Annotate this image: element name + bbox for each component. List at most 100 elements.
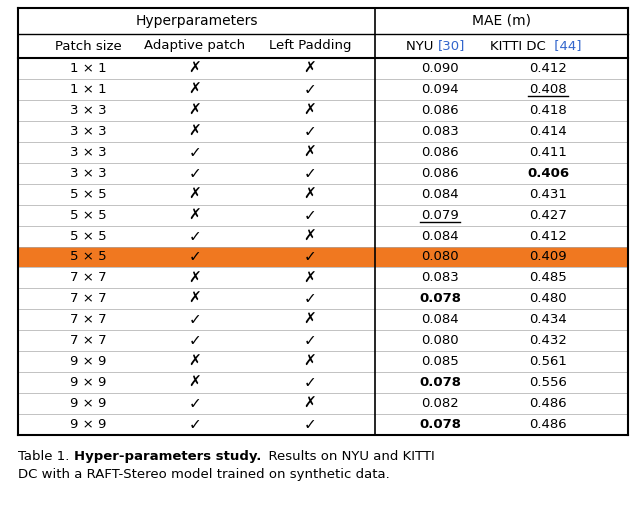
Text: 0.556: 0.556: [529, 376, 567, 389]
Text: Hyperparameters: Hyperparameters: [135, 14, 258, 28]
Text: 0.409: 0.409: [529, 250, 567, 264]
Text: ✗: ✗: [303, 312, 316, 327]
Text: [30]: [30]: [438, 40, 465, 52]
Text: Patch size: Patch size: [54, 40, 122, 52]
Text: Adaptive patch: Adaptive patch: [145, 40, 246, 52]
Text: ✗: ✗: [303, 103, 316, 118]
Text: 0.084: 0.084: [421, 229, 459, 243]
Text: 0.485: 0.485: [529, 271, 567, 284]
Text: 0.085: 0.085: [421, 355, 459, 368]
Text: ✗: ✗: [189, 82, 202, 97]
Text: 0.078: 0.078: [419, 376, 461, 389]
Text: ✓: ✓: [303, 291, 316, 306]
Text: ✓: ✓: [303, 124, 316, 139]
Text: 0.406: 0.406: [527, 167, 569, 180]
Text: 0.418: 0.418: [529, 104, 567, 117]
Text: ✓: ✓: [303, 375, 316, 390]
Text: 7 × 7: 7 × 7: [70, 313, 106, 326]
Text: 0.408: 0.408: [529, 83, 567, 96]
Text: ✗: ✗: [189, 124, 202, 139]
Text: 0.434: 0.434: [529, 313, 567, 326]
Text: ✗: ✗: [303, 61, 316, 76]
Text: 5 × 5: 5 × 5: [70, 188, 106, 201]
Text: 9 × 9: 9 × 9: [70, 355, 106, 368]
Text: KITTI DC: KITTI DC: [490, 40, 550, 52]
Text: Table 1.: Table 1.: [18, 450, 69, 463]
Text: 0.086: 0.086: [421, 104, 459, 117]
Text: 0.082: 0.082: [421, 397, 459, 410]
Text: 0.084: 0.084: [421, 313, 459, 326]
Text: 0.084: 0.084: [421, 188, 459, 201]
Text: ✓: ✓: [189, 417, 202, 432]
Text: MAE (m): MAE (m): [472, 14, 531, 28]
Text: 0.078: 0.078: [419, 418, 461, 431]
Text: ✓: ✓: [303, 166, 316, 181]
Text: ✗: ✗: [303, 145, 316, 160]
Text: 3 × 3: 3 × 3: [70, 125, 106, 138]
Text: 5 × 5: 5 × 5: [70, 250, 106, 264]
Text: 0.079: 0.079: [421, 209, 459, 222]
Text: ✓: ✓: [189, 145, 202, 160]
Text: ✗: ✗: [303, 187, 316, 202]
Text: 5 × 5: 5 × 5: [70, 229, 106, 243]
Text: ✗: ✗: [303, 228, 316, 244]
Text: 0.561: 0.561: [529, 355, 567, 368]
Text: 0.080: 0.080: [421, 250, 459, 264]
Text: 0.486: 0.486: [529, 397, 567, 410]
Text: ✗: ✗: [189, 270, 202, 285]
Text: 7 × 7: 7 × 7: [70, 292, 106, 305]
Text: 0.094: 0.094: [421, 83, 459, 96]
Text: ✗: ✗: [303, 270, 316, 285]
Text: 0.411: 0.411: [529, 146, 567, 159]
Text: 3 × 3: 3 × 3: [70, 146, 106, 159]
Text: 0.412: 0.412: [529, 229, 567, 243]
Text: 1 × 1: 1 × 1: [70, 62, 106, 75]
Text: 0.086: 0.086: [421, 146, 459, 159]
Text: Hyper-parameters study.: Hyper-parameters study.: [74, 450, 261, 463]
Text: ✓: ✓: [189, 312, 202, 327]
Text: 3 × 3: 3 × 3: [70, 167, 106, 180]
Text: 5 × 5: 5 × 5: [70, 209, 106, 222]
Text: 0.090: 0.090: [421, 62, 459, 75]
Text: ✗: ✗: [303, 396, 316, 411]
Text: ✓: ✓: [303, 249, 316, 265]
Text: 7 × 7: 7 × 7: [70, 334, 106, 347]
Text: 9 × 9: 9 × 9: [70, 418, 106, 431]
Bar: [18, 247, 628, 267]
Text: 0.432: 0.432: [529, 334, 567, 347]
Text: ✗: ✗: [189, 375, 202, 390]
Text: ✗: ✗: [189, 187, 202, 202]
Text: ✓: ✓: [189, 333, 202, 348]
Text: ✗: ✗: [189, 61, 202, 76]
Text: 0.414: 0.414: [529, 125, 567, 138]
Text: 9 × 9: 9 × 9: [70, 397, 106, 410]
Text: 1 × 1: 1 × 1: [70, 83, 106, 96]
Text: ✓: ✓: [303, 333, 316, 348]
Text: ✓: ✓: [303, 417, 316, 432]
Text: 0.086: 0.086: [421, 167, 459, 180]
Text: Results on NYU and KITTI: Results on NYU and KITTI: [260, 450, 435, 463]
Text: 0.083: 0.083: [421, 125, 459, 138]
Text: ✗: ✗: [303, 354, 316, 369]
Text: [44]: [44]: [550, 40, 582, 52]
Text: ✓: ✓: [189, 228, 202, 244]
Text: ✗: ✗: [189, 103, 202, 118]
Text: 0.431: 0.431: [529, 188, 567, 201]
Text: ✓: ✓: [189, 249, 202, 265]
Text: ✗: ✗: [189, 354, 202, 369]
Text: 7 × 7: 7 × 7: [70, 271, 106, 284]
Text: ✓: ✓: [189, 396, 202, 411]
Text: Left Padding: Left Padding: [269, 40, 351, 52]
Text: ✓: ✓: [189, 166, 202, 181]
Text: DC with a RAFT-Stereo model trained on synthetic data.: DC with a RAFT-Stereo model trained on s…: [18, 468, 390, 481]
Text: 0.486: 0.486: [529, 418, 567, 431]
Text: ✗: ✗: [189, 208, 202, 223]
Text: 3 × 3: 3 × 3: [70, 104, 106, 117]
Text: 0.078: 0.078: [419, 292, 461, 305]
Text: NYU: NYU: [406, 40, 438, 52]
Text: 0.412: 0.412: [529, 62, 567, 75]
Text: ✓: ✓: [303, 82, 316, 97]
Text: 0.080: 0.080: [421, 334, 459, 347]
Text: ✓: ✓: [303, 208, 316, 223]
Text: 0.480: 0.480: [529, 292, 567, 305]
